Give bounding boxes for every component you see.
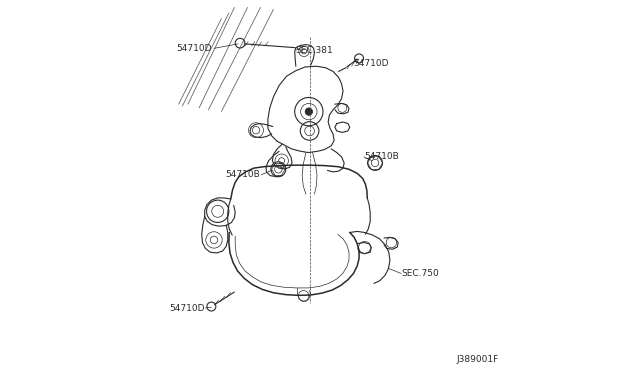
Circle shape [305, 108, 312, 115]
Text: J389001F: J389001F [456, 355, 499, 364]
Text: SEC.381: SEC.381 [296, 46, 333, 55]
Text: 54710B: 54710B [226, 170, 260, 179]
Text: 54710B: 54710B [365, 152, 399, 161]
Text: 54710D: 54710D [353, 59, 389, 68]
Text: 54710D: 54710D [177, 44, 212, 53]
Text: SEC.750: SEC.750 [402, 269, 440, 278]
Text: 54710D: 54710D [169, 304, 205, 313]
